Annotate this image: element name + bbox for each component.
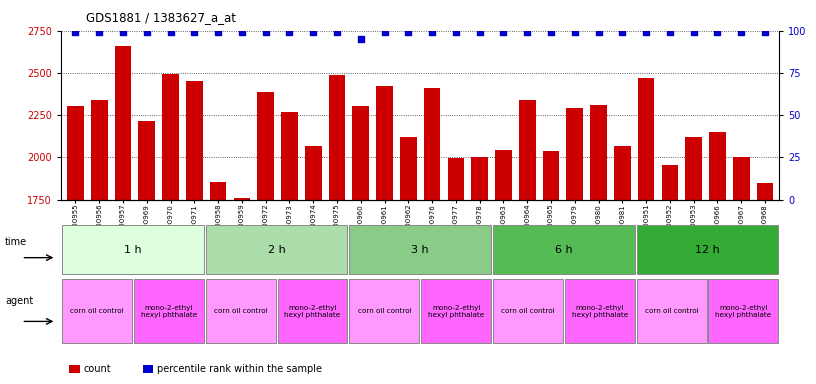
Bar bbox=[210, 182, 227, 200]
Bar bbox=[376, 86, 392, 200]
Bar bbox=[590, 105, 607, 200]
Point bbox=[117, 29, 130, 35]
Point bbox=[211, 29, 224, 35]
Bar bbox=[421, 279, 491, 343]
Bar bbox=[139, 121, 155, 200]
Bar bbox=[282, 112, 298, 200]
Bar bbox=[91, 100, 108, 200]
Bar bbox=[162, 74, 179, 200]
Point bbox=[759, 29, 772, 35]
Text: corn oil control: corn oil control bbox=[645, 308, 698, 314]
Text: 6 h: 6 h bbox=[555, 245, 573, 255]
Text: mono-2-ethyl
hexyl phthalate: mono-2-ethyl hexyl phthalate bbox=[572, 305, 628, 318]
Text: 3 h: 3 h bbox=[411, 245, 429, 255]
Bar bbox=[495, 150, 512, 200]
Bar bbox=[353, 106, 369, 200]
Point bbox=[69, 29, 82, 35]
Bar bbox=[400, 137, 417, 200]
Point bbox=[568, 29, 581, 35]
Point bbox=[616, 29, 629, 35]
Bar bbox=[206, 279, 276, 343]
Point bbox=[330, 29, 344, 35]
Point bbox=[450, 29, 463, 35]
Bar bbox=[756, 183, 774, 200]
Bar bbox=[62, 279, 132, 343]
Text: percentile rank within the sample: percentile rank within the sample bbox=[157, 364, 322, 374]
Point bbox=[734, 29, 747, 35]
Bar bbox=[472, 157, 488, 200]
Bar bbox=[636, 279, 707, 343]
Text: corn oil control: corn oil control bbox=[214, 308, 268, 314]
Text: 12 h: 12 h bbox=[695, 245, 720, 255]
Bar bbox=[709, 132, 725, 200]
Point bbox=[283, 29, 296, 35]
Bar bbox=[186, 81, 202, 200]
Text: count: count bbox=[83, 364, 111, 374]
Bar bbox=[519, 100, 535, 200]
Text: corn oil control: corn oil control bbox=[501, 308, 555, 314]
Bar bbox=[543, 151, 559, 200]
Point bbox=[140, 29, 153, 35]
Bar bbox=[493, 279, 563, 343]
Bar bbox=[115, 46, 131, 200]
Bar bbox=[424, 88, 441, 200]
Text: mono-2-ethyl
hexyl phthalate: mono-2-ethyl hexyl phthalate bbox=[141, 305, 197, 318]
Text: mono-2-ethyl
hexyl phthalate: mono-2-ethyl hexyl phthalate bbox=[428, 305, 484, 318]
Point bbox=[259, 29, 273, 35]
Bar bbox=[277, 279, 348, 343]
Bar bbox=[305, 146, 322, 200]
Text: corn oil control: corn oil control bbox=[70, 308, 124, 314]
Text: mono-2-ethyl
hexyl phthalate: mono-2-ethyl hexyl phthalate bbox=[716, 305, 771, 318]
Bar bbox=[636, 225, 778, 274]
Point bbox=[188, 29, 201, 35]
Bar bbox=[257, 91, 274, 200]
Point bbox=[473, 29, 486, 35]
Bar bbox=[565, 279, 635, 343]
Bar bbox=[566, 108, 583, 200]
Point bbox=[497, 29, 510, 35]
Point bbox=[426, 29, 439, 35]
Point bbox=[93, 29, 106, 35]
Bar bbox=[349, 225, 491, 274]
Bar bbox=[233, 198, 251, 200]
Text: time: time bbox=[5, 237, 27, 247]
Bar bbox=[493, 225, 635, 274]
Bar bbox=[733, 157, 750, 200]
Text: 2 h: 2 h bbox=[268, 245, 286, 255]
Bar bbox=[206, 225, 348, 274]
Point bbox=[401, 29, 415, 35]
Point bbox=[711, 29, 724, 35]
Text: 1 h: 1 h bbox=[124, 245, 142, 255]
Bar bbox=[662, 165, 678, 200]
Bar bbox=[349, 279, 419, 343]
Bar bbox=[134, 279, 204, 343]
Bar bbox=[62, 225, 204, 274]
Bar bbox=[708, 279, 778, 343]
Point bbox=[663, 29, 676, 35]
Point bbox=[307, 29, 320, 35]
Point bbox=[521, 29, 534, 35]
Bar bbox=[329, 76, 345, 200]
Text: mono-2-ethyl
hexyl phthalate: mono-2-ethyl hexyl phthalate bbox=[285, 305, 340, 318]
Text: agent: agent bbox=[5, 296, 33, 306]
Text: corn oil control: corn oil control bbox=[357, 308, 411, 314]
Point bbox=[592, 29, 605, 35]
Point bbox=[164, 29, 177, 35]
Bar bbox=[638, 78, 654, 200]
Point bbox=[687, 29, 700, 35]
Point bbox=[354, 36, 367, 42]
Bar bbox=[685, 137, 702, 200]
Point bbox=[378, 29, 391, 35]
Bar bbox=[67, 106, 84, 200]
Point bbox=[235, 29, 248, 35]
Point bbox=[640, 29, 653, 35]
Bar bbox=[614, 146, 631, 200]
Bar bbox=[448, 158, 464, 200]
Point bbox=[544, 29, 557, 35]
Text: GDS1881 / 1383627_a_at: GDS1881 / 1383627_a_at bbox=[86, 12, 236, 25]
